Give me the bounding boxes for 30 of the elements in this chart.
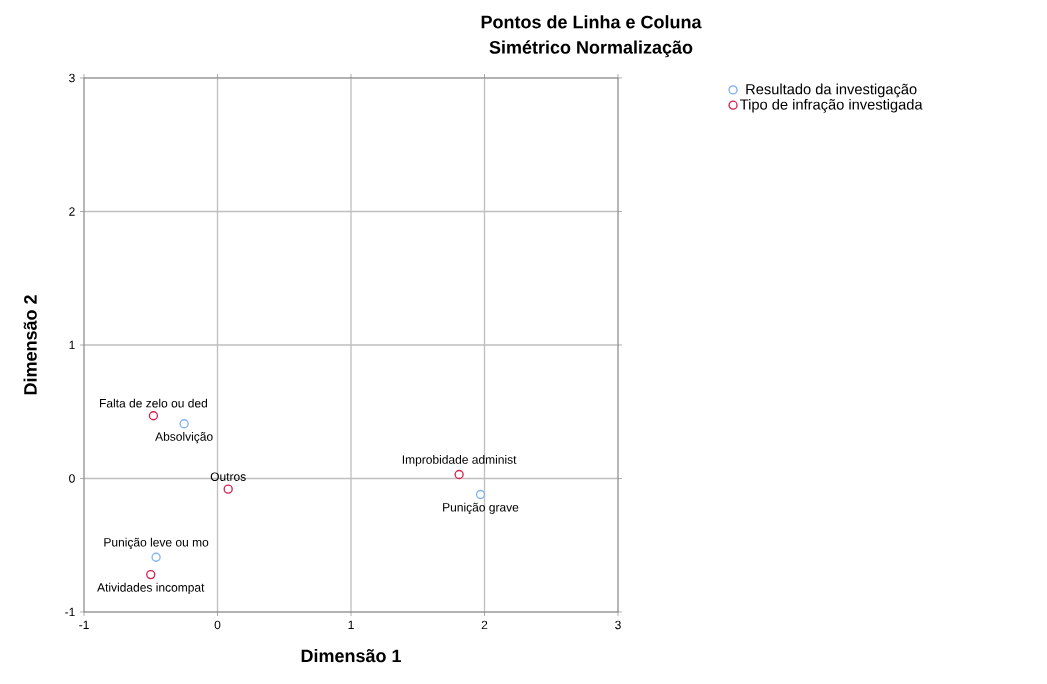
chart-subtitle: Simétrico Normalização <box>489 40 693 58</box>
y-tick-label: 2 <box>69 207 75 216</box>
annotation: Falta de zelo ou ded <box>100 398 207 408</box>
point <box>146 569 156 580</box>
annotation: Atividades incompat <box>97 582 205 595</box>
point <box>223 484 233 494</box>
annotation: Absolvição <box>155 432 213 444</box>
legend-label: Resultado da investigação <box>746 83 917 98</box>
annotation: Outros <box>210 472 246 481</box>
x-tick-label: 2 <box>481 620 488 630</box>
point <box>475 489 486 500</box>
chart-title: Pontos de Linha e Coluna <box>481 15 702 29</box>
annotation: Improbidade administ <box>402 455 517 467</box>
x-axis-title: Dimensão 1 <box>301 649 401 663</box>
x-tick-label: 3 <box>615 620 621 630</box>
y-axis-title: Dimensão 2 <box>23 295 37 395</box>
legend-label: Tipo de infração investigada <box>740 98 923 113</box>
y-tick-label: 0 <box>69 474 75 483</box>
annotation: Punição leve ou mo <box>104 537 209 549</box>
x-tick-label: -1 <box>79 620 89 629</box>
point <box>151 552 161 562</box>
y-tick-label: 3 <box>69 73 75 83</box>
x-tick-label: 1 <box>348 620 354 629</box>
point <box>148 411 159 421</box>
x-tick-label: 0 <box>214 620 221 630</box>
point <box>179 419 189 429</box>
y-tick-label: 1 <box>69 340 75 350</box>
point <box>454 469 464 480</box>
y-tick-label: -1 <box>65 607 75 617</box>
annotation: Punição grave <box>443 502 519 515</box>
